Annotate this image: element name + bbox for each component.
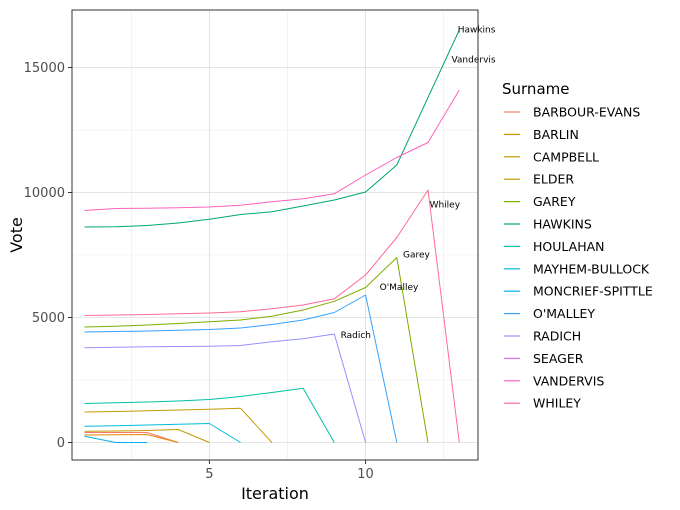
series-line-moncrief-spittle xyxy=(84,435,147,443)
legend-item: WHILEY xyxy=(504,396,581,411)
y-tick-label: 10000 xyxy=(24,186,65,201)
annotation-whiley: Whiley xyxy=(430,201,461,211)
legend-label: SEAGER xyxy=(533,351,584,366)
legend-item: MONCRIEF-SPITTLE xyxy=(504,284,653,299)
series-line-campbell xyxy=(84,429,210,443)
legend-item: O'MALLEY xyxy=(504,306,595,321)
series-line-elder xyxy=(84,407,273,443)
legend-label: MAYHEM-BULLOCK xyxy=(533,261,650,276)
legend-label: CAMPBELL xyxy=(533,149,599,164)
legend-title: Surname xyxy=(502,80,569,98)
series-line-barbour-evans xyxy=(84,432,179,443)
legend-item: SEAGER xyxy=(504,351,584,366)
series-line-vandervis xyxy=(84,89,460,211)
y-tick-label: 15000 xyxy=(24,61,65,76)
legend-item: BARLIN xyxy=(504,127,579,142)
y-axis-title: Vote xyxy=(7,217,26,253)
series-line-hawkins xyxy=(84,29,460,228)
legend-label: BARBOUR-EVANS xyxy=(533,105,640,120)
series-line-garey xyxy=(84,257,429,443)
x-tick-label: 10 xyxy=(357,467,374,482)
x-tick-label: 5 xyxy=(205,467,213,482)
series-lines xyxy=(84,29,460,443)
grid-minor xyxy=(72,10,478,460)
annotation-o-malley: O'Malley xyxy=(380,283,419,293)
legend-label: WHILEY xyxy=(533,396,581,411)
legend: Surname BARBOUR-EVANS BARLIN CAMPBELL ELDER… xyxy=(502,80,653,411)
legend-label: HOULAHAN xyxy=(533,239,605,254)
legend-label: VANDERVIS xyxy=(533,373,604,388)
legend-label: O'MALLEY xyxy=(533,306,595,321)
y-tick-label: 0 xyxy=(57,436,65,451)
x-axis-ticks: 5 10 xyxy=(205,460,374,482)
legend-item: ELDER xyxy=(504,172,574,187)
series-line-whiley xyxy=(84,189,460,443)
legend-label: HAWKINS xyxy=(533,217,592,232)
panel-border xyxy=(71,9,479,461)
legend-item: BARBOUR-EVANS xyxy=(504,105,640,120)
legend-item: CAMPBELL xyxy=(504,149,599,164)
legend-item: MAYHEM-BULLOCK xyxy=(504,261,650,276)
annotations: Hawkins Vandervis Whiley Garey O'Malley Radic… xyxy=(341,26,496,342)
annotation-garey: Garey xyxy=(403,251,431,261)
series-line-radich xyxy=(84,333,367,443)
legend-item: HAWKINS xyxy=(504,217,592,232)
legend-label: BARLIN xyxy=(533,127,579,142)
y-tick-label: 5000 xyxy=(32,311,65,326)
series-line-houlahan xyxy=(84,387,335,443)
legend-item: HOULAHAN xyxy=(504,239,605,254)
series-line-barlin xyxy=(84,434,179,443)
legend-label: MONCRIEF-SPITTLE xyxy=(533,284,653,299)
x-axis-title: Iteration xyxy=(241,484,309,503)
legend-item: GAREY xyxy=(504,194,576,209)
annotation-vandervis: Vandervis xyxy=(451,56,495,66)
legend-label: ELDER xyxy=(533,172,574,187)
legend-item: RADICH xyxy=(504,329,581,344)
series-line-mayhem-bullock xyxy=(84,423,241,443)
annotation-hawkins: Hawkins xyxy=(458,26,496,36)
legend-items: BARBOUR-EVANS BARLIN CAMPBELL ELDER GAREY HAW… xyxy=(504,105,653,411)
series-line-o-malley xyxy=(84,294,398,443)
legend-item: VANDERVIS xyxy=(504,373,604,388)
legend-label: RADICH xyxy=(533,329,581,344)
legend-label: GAREY xyxy=(533,194,576,209)
annotation-radich: Radich xyxy=(341,331,371,341)
y-axis-ticks: 0 5000 10000 15000 xyxy=(24,61,72,451)
